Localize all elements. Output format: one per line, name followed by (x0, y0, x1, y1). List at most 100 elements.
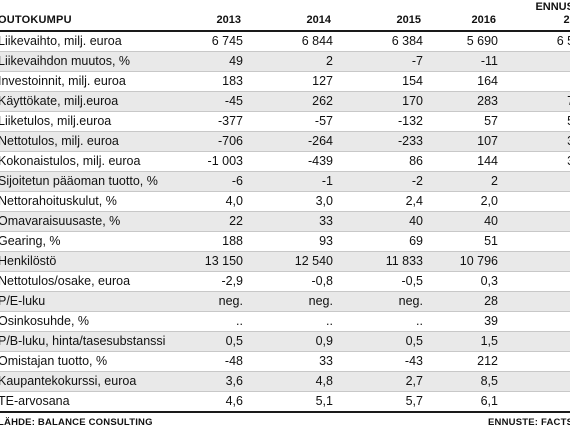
row-value: 144 (477, 154, 498, 168)
row-value: 28 (484, 294, 498, 308)
row-value: 376 (508, 134, 570, 148)
row-value: -7 (411, 54, 423, 68)
row-value: .. (508, 394, 570, 408)
row-value: .. (508, 314, 570, 328)
row-value: 1,5 (480, 334, 498, 348)
row-value: .. (236, 314, 243, 328)
row-label: Sijoitetun pääoman tuotto, % (0, 174, 158, 188)
table-row: Liikevaihto, milj. euroa 6 745 6 844 6 384 5… (0, 32, 570, 52)
row-value: 40 (508, 234, 570, 248)
row-value: -132 (397, 114, 423, 128)
table-footer: LÄHDE: BALANCE CONSULTING ENNUSTE: FACTS… (0, 411, 570, 433)
row-value: 5,1 (315, 394, 333, 408)
row-value: 0,9 (315, 334, 333, 348)
table-row: Investoinnit, milj. euroa 183 127 154 164.. (0, 72, 570, 92)
row-value: 93 (319, 234, 333, 248)
table-row: Gearing, % 188 93 69 51 40 (0, 232, 570, 252)
row-value: 262 (312, 94, 333, 108)
table-header: OUTOKUMPU 2013 2014 2015 2016 ENNUSTE 20… (0, 0, 570, 32)
row-value: -233 (397, 134, 423, 148)
row-value: 154 (402, 74, 423, 88)
table-row: Sijoitetun pääoman tuotto, % -6 -1 -2 2.. (0, 172, 570, 192)
row-label: P/B-luku, hinta/tasesubstanssi (0, 334, 166, 348)
row-label: Liikevaihto, milj. euroa (0, 34, 122, 48)
row-value: .. (508, 374, 570, 388)
row-label: Liikevaihdon muutos, % (0, 54, 131, 68)
table-row: Nettotulos, milj. euroa -706 -264 -233 107 37… (0, 132, 570, 152)
source-note: LÄHDE: BALANCE CONSULTING (0, 417, 153, 428)
row-value: 0,9 (508, 274, 570, 288)
row-value: 8,5 (480, 374, 498, 388)
row-value: 33 (319, 354, 333, 368)
row-label: Henkilöstö (0, 254, 57, 268)
row-value: 4,0 (225, 194, 243, 208)
row-value: 164 (477, 74, 498, 88)
row-value: 15 (508, 54, 570, 68)
row-value: 107 (477, 134, 498, 148)
row-value: 0,5 (225, 334, 243, 348)
row-label: Omistajan tuotto, % (0, 354, 108, 368)
row-value: 57 (484, 114, 498, 128)
row-value: -45 (224, 94, 243, 108)
table-row: Liikevaihdon muutos, % 49 2 -7 -11 15 (0, 52, 570, 72)
row-label: P/E-luku (0, 294, 46, 308)
row-value: .. (508, 194, 570, 208)
row-value: 33 (319, 214, 333, 228)
company-name: OUTOKUMPU (0, 14, 72, 26)
row-value: 183 (222, 74, 243, 88)
row-value: -48 (224, 354, 243, 368)
row-value: neg. (398, 294, 423, 308)
table-row: Kokonaistulos, milj. euroa -1 003 -439 86 14… (0, 152, 570, 172)
row-value: -2,9 (221, 274, 243, 288)
row-value: 5 690 (466, 34, 498, 48)
row-label: Kaupantekokurssi, euroa (0, 374, 137, 388)
row-value: .. (508, 74, 570, 88)
row-value: 6 384 (391, 34, 423, 48)
row-value: -264 (307, 134, 333, 148)
row-label: Nettotulos, milj. euroa (0, 134, 119, 148)
forecast-header-label: ENNUSTE (535, 1, 570, 13)
row-value: -377 (217, 114, 243, 128)
row-value: 22 (229, 214, 243, 228)
row-value: 69 (409, 234, 423, 248)
table-row: Nettotulos/osake, euroa -2,9 -0,8 -0,5 0,3 0,… (0, 272, 570, 292)
row-value: 3,0 (315, 194, 333, 208)
row-value: 39 (484, 314, 498, 328)
year-header-2015: 2015 (396, 14, 421, 26)
row-label: Gearing, % (0, 234, 61, 248)
table-row: Käyttökate, milj.euroa -45 262 170 283 795 (0, 92, 570, 112)
row-value: .. (508, 334, 570, 348)
row-value: 40 (409, 214, 423, 228)
row-value: 10 796 (459, 254, 498, 268)
forecast-header-year: 2017 (563, 14, 570, 26)
row-label: Käyttökate, milj.euroa (0, 94, 119, 108)
row-value: .. (326, 314, 333, 328)
row-value: -439 (307, 154, 333, 168)
table-row: Liiketulos, milj.euroa -377 -57 -132 57 557 (0, 112, 570, 132)
row-value: .. (508, 254, 570, 268)
row-value: 170 (402, 94, 423, 108)
row-value: 12 540 (294, 254, 333, 268)
table-body: Liikevaihto, milj. euroa 6 745 6 844 6 384 5… (0, 32, 570, 412)
row-value: 11 833 (385, 254, 423, 268)
row-label: Liiketulos, milj.euroa (0, 114, 112, 128)
year-header-2013: 2013 (216, 14, 241, 26)
row-value: .. (508, 294, 570, 308)
row-value: 2 (326, 54, 333, 68)
row-value: -1 (321, 174, 333, 188)
row-value: 2,0 (480, 194, 498, 208)
table-row: Osinkosuhde, %...... 39.. (0, 312, 570, 332)
row-value: 13 150 (204, 254, 243, 268)
row-value: 6,1 (480, 394, 498, 408)
row-value: .. (508, 174, 570, 188)
row-value: 795 (508, 94, 570, 108)
row-value: -706 (217, 134, 243, 148)
row-value: 283 (477, 94, 498, 108)
row-value: 212 (477, 354, 498, 368)
row-value: -0,5 (401, 274, 423, 288)
row-value: -43 (404, 354, 423, 368)
row-value: 127 (312, 74, 333, 88)
row-label: Nettorahoituskulut, % (0, 194, 117, 208)
row-value: -1 003 (207, 154, 243, 168)
